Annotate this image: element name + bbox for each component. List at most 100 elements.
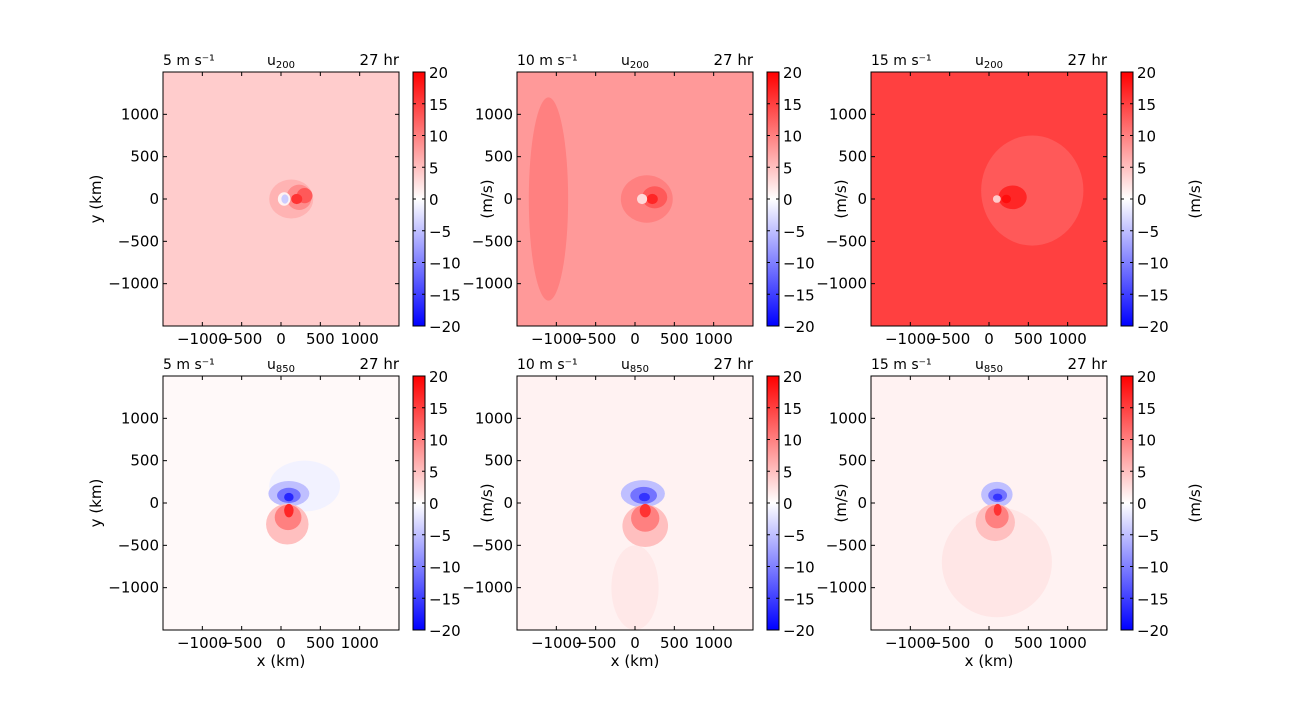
time-label: 27 hr xyxy=(713,51,753,69)
y-tick-label: 1000 xyxy=(829,105,867,123)
heatmap-feature xyxy=(992,493,1003,501)
colorbar-label: (m/s) xyxy=(1186,179,1204,218)
colorbar-label: (m/s) xyxy=(832,179,850,218)
colorbar-tick-label: −15 xyxy=(1137,286,1169,304)
x-tick-label: −500 xyxy=(221,330,262,348)
colorbar-tick-label: 15 xyxy=(429,96,448,114)
heatmap-feature xyxy=(284,492,294,502)
colorbar-tick-label: 20 xyxy=(783,64,802,82)
variable-subscript: 850 xyxy=(276,364,295,375)
colorbar-tick-label: −5 xyxy=(429,527,451,545)
heatmap-feature xyxy=(631,504,660,532)
colorbar-tick-label: 5 xyxy=(1137,159,1147,177)
variable-name: u xyxy=(975,357,984,373)
y-tick-label: 0 xyxy=(857,190,867,208)
y-axis-label: y (km) xyxy=(87,175,105,224)
x-tick-label: −500 xyxy=(929,634,970,652)
heatmap-feature xyxy=(639,503,651,518)
colorbar-tick-label: 20 xyxy=(429,368,448,386)
colorbar-tick-label: 20 xyxy=(783,368,802,386)
x-tick-label: 500 xyxy=(660,634,689,652)
y-tick-label: 500 xyxy=(838,452,867,470)
colorbar-tick-label: −5 xyxy=(1137,223,1159,241)
colorbar-tick-label: −5 xyxy=(429,223,451,241)
heatmap-feature xyxy=(993,503,1002,516)
variable-subscript: 200 xyxy=(630,60,649,71)
x-axis-label: x (km) xyxy=(965,652,1014,670)
y-axis-label: y (km) xyxy=(87,479,105,528)
x-tick-label: 500 xyxy=(306,330,335,348)
colorbar-tick-label: −15 xyxy=(429,590,461,608)
heatmap-field xyxy=(871,72,1107,326)
colorbar-tick-label: 15 xyxy=(1137,400,1156,418)
shear-label: 5 m s⁻¹ xyxy=(163,53,215,69)
colorbar-tick-label: 10 xyxy=(429,128,448,146)
colorbar-tick-label: 10 xyxy=(429,432,448,450)
colorbar-tick-label: 20 xyxy=(1137,64,1156,82)
y-tick-label: −500 xyxy=(826,232,867,250)
colorbar-tick-label: −5 xyxy=(783,223,805,241)
colorbar-tick-label: 0 xyxy=(783,191,793,209)
variable-subscript: 200 xyxy=(276,60,295,71)
x-tick-label: 1000 xyxy=(695,330,733,348)
variable-subscript: 200 xyxy=(984,60,1003,71)
panel-title: u200 xyxy=(975,53,1003,71)
x-tick-label: −1000 xyxy=(885,330,936,348)
x-tick-label: 500 xyxy=(306,634,335,652)
time-label: 27 hr xyxy=(359,51,399,69)
time-label: 27 hr xyxy=(1067,355,1107,373)
colorbar-label: (m/s) xyxy=(1186,483,1204,522)
colorbar-tick-label: 5 xyxy=(429,159,439,177)
colorbar-tick-label: 20 xyxy=(1137,368,1156,386)
heatmap-feature xyxy=(981,135,1084,246)
colorbar-tick-label: 10 xyxy=(1137,432,1156,450)
y-tick-label: 1000 xyxy=(121,105,159,123)
heatmap-feature xyxy=(985,504,1009,529)
colorbar-tick-label: 15 xyxy=(783,400,802,418)
colorbar-tick-label: 5 xyxy=(1137,463,1147,481)
colorbar-tick-label: −15 xyxy=(1137,590,1169,608)
colorbar-tick-label: 10 xyxy=(1137,128,1156,146)
time-label: 27 hr xyxy=(713,355,753,373)
x-tick-label: 0 xyxy=(276,634,286,652)
x-tick-label: 0 xyxy=(276,330,286,348)
heatmap-feature xyxy=(611,545,659,630)
colorbar-tick-label: −15 xyxy=(783,286,815,304)
shear-label: 10 m s⁻¹ xyxy=(517,53,578,69)
colorbar-label: (m/s) xyxy=(478,179,496,218)
x-tick-label: −1000 xyxy=(531,634,582,652)
heatmap-feature xyxy=(941,507,1052,618)
y-tick-label: −500 xyxy=(472,232,513,250)
y-tick-label: 0 xyxy=(503,494,513,512)
x-tick-label: 500 xyxy=(1014,330,1043,348)
colorbar-tick-label: 10 xyxy=(783,432,802,450)
y-tick-label: −500 xyxy=(118,536,159,554)
colorbar-tick-label: −5 xyxy=(1137,527,1159,545)
heatmap-feature xyxy=(646,193,658,205)
variable-name: u xyxy=(267,357,276,373)
shear-label: 15 m s⁻¹ xyxy=(871,53,932,69)
colorbar-tick-label: 15 xyxy=(429,400,448,418)
x-tick-label: 0 xyxy=(630,634,640,652)
y-tick-label: 0 xyxy=(857,494,867,512)
colorbar-tick-label: −10 xyxy=(1137,559,1169,577)
x-axis-label: x (km) xyxy=(257,652,306,670)
heatmap-feature xyxy=(1001,194,1012,204)
y-tick-label: 500 xyxy=(838,148,867,166)
y-tick-label: −1000 xyxy=(462,579,513,597)
heatmap-field xyxy=(517,72,753,326)
colorbar-tick-label: 15 xyxy=(783,96,802,114)
heatmap-field xyxy=(163,376,399,630)
colorbar-tick-label: 0 xyxy=(783,495,793,513)
x-tick-label: 1000 xyxy=(341,330,379,348)
y-tick-label: 500 xyxy=(130,148,159,166)
x-axis-label: x (km) xyxy=(611,652,660,670)
panel-title: u850 xyxy=(267,357,295,375)
colorbar-tick-label: −10 xyxy=(783,255,815,273)
colorbar-tick-label: −20 xyxy=(783,622,815,640)
